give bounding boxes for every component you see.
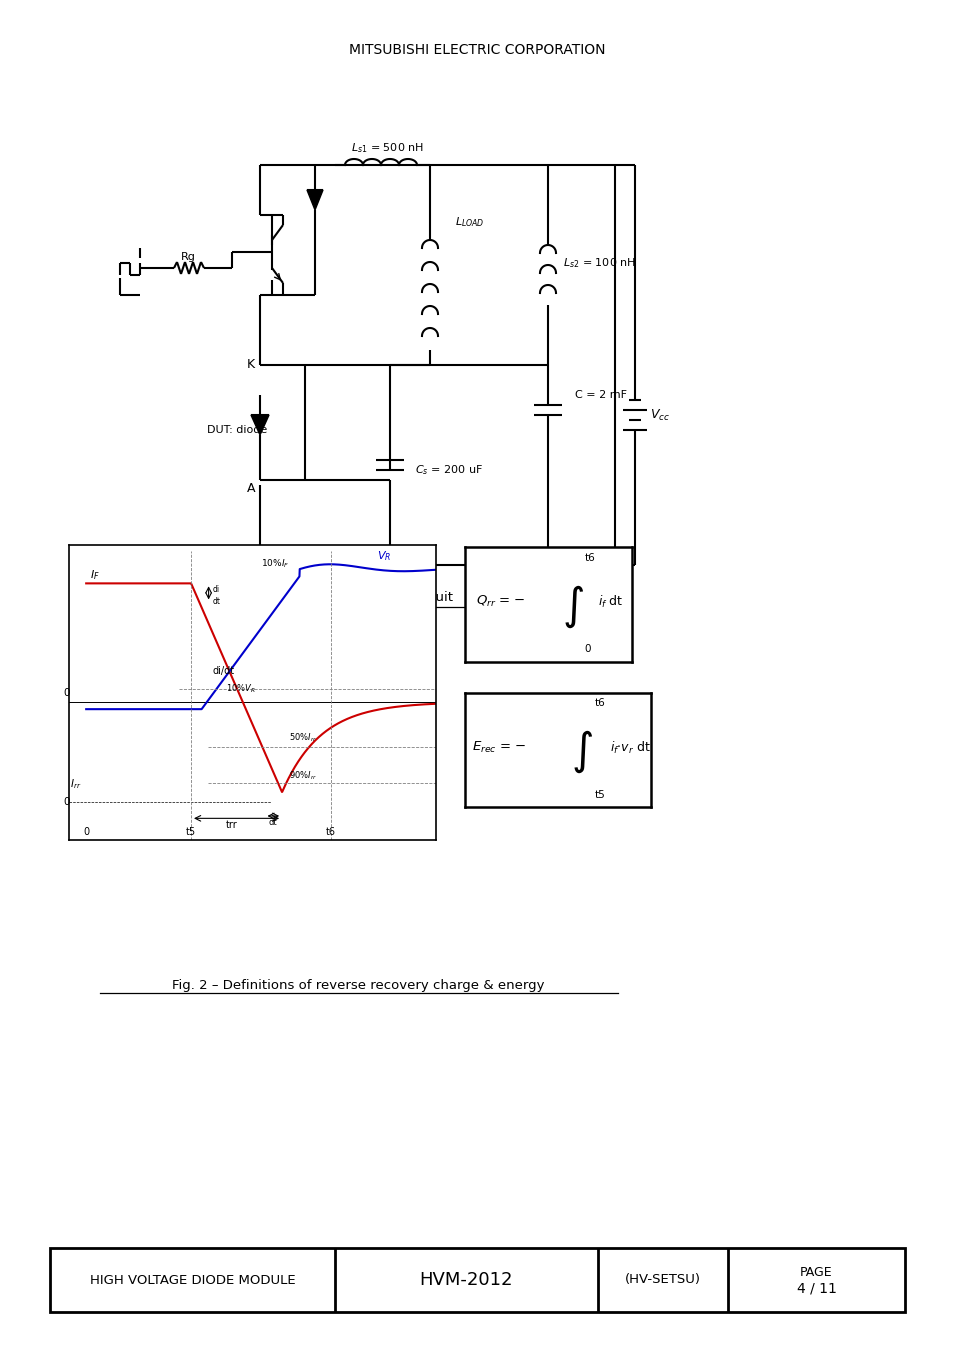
Text: PAGE: PAGE — [800, 1265, 832, 1278]
Text: $Q_{rr}$ = $-$: $Q_{rr}$ = $-$ — [476, 594, 525, 609]
Text: $V_R$: $V_R$ — [376, 549, 391, 563]
Polygon shape — [251, 414, 269, 435]
Text: 50%$I_{rr}$: 50%$I_{rr}$ — [289, 732, 317, 744]
Text: A: A — [246, 482, 254, 494]
Text: $i_f$ dt: $i_f$ dt — [598, 594, 623, 610]
Text: $L_{LOAD}$: $L_{LOAD}$ — [455, 215, 484, 230]
Text: MITSUBISHI ELECTRIC CORPORATION: MITSUBISHI ELECTRIC CORPORATION — [349, 43, 604, 57]
Text: $I_{rr}$: $I_{rr}$ — [71, 778, 82, 791]
Polygon shape — [307, 190, 323, 211]
Text: DUT: diode: DUT: diode — [207, 425, 267, 435]
Text: $V_{cc}$: $V_{cc}$ — [649, 408, 669, 423]
Text: $I_F$: $I_F$ — [90, 568, 99, 582]
Text: t6: t6 — [326, 828, 335, 837]
Text: 10%$I_F$: 10%$I_F$ — [261, 558, 289, 570]
Text: 4 / 11: 4 / 11 — [796, 1281, 836, 1295]
Text: Fig. 1 – Switching test circuit: Fig. 1 – Switching test circuit — [262, 591, 453, 605]
Text: $L_{s2}$ = 100 nH: $L_{s2}$ = 100 nH — [562, 256, 636, 270]
Text: t6: t6 — [594, 698, 605, 709]
Text: $E_{rec}$ = $-$: $E_{rec}$ = $-$ — [472, 740, 526, 755]
Text: 0: 0 — [63, 688, 70, 698]
Text: t5: t5 — [186, 828, 196, 837]
Text: (HV-SETSU): (HV-SETSU) — [624, 1273, 700, 1287]
Text: C = 2 mF: C = 2 mF — [575, 390, 626, 400]
Text: Diode part: reverse recovery: Diode part: reverse recovery — [75, 641, 274, 655]
Text: t6: t6 — [584, 552, 595, 563]
Text: t5: t5 — [594, 790, 605, 801]
Text: $C_s$ = 200 uF: $C_s$ = 200 uF — [415, 463, 482, 477]
Text: $\int$: $\int$ — [561, 583, 583, 629]
Text: 0: 0 — [63, 796, 70, 807]
Text: 0: 0 — [584, 644, 591, 655]
Text: $i_f{\cdot}v_r$ dt: $i_f{\cdot}v_r$ dt — [609, 740, 650, 756]
Bar — [50, 1247, 904, 1312]
Text: 90%$I_{rr}$: 90%$I_{rr}$ — [289, 769, 317, 783]
Text: K: K — [247, 359, 254, 371]
Text: trr: trr — [226, 819, 237, 830]
Text: $\int$: $\int$ — [570, 729, 592, 775]
Text: 10%$V_R$: 10%$V_R$ — [226, 683, 255, 695]
Text: Rg: Rg — [180, 252, 195, 262]
Text: HIGH VOLTAGE DIODE MODULE: HIGH VOLTAGE DIODE MODULE — [90, 1273, 295, 1287]
Text: 0: 0 — [83, 828, 90, 837]
Text: dt: dt — [268, 818, 276, 826]
Text: Fig. 2 – Definitions of reverse recovery charge & energy: Fig. 2 – Definitions of reverse recovery… — [172, 979, 543, 991]
Text: $L_{s1}$ = 500 nH: $L_{s1}$ = 500 nH — [351, 142, 424, 155]
Text: dt: dt — [213, 597, 220, 606]
Text: di: di — [213, 585, 220, 594]
Text: di/dt: di/dt — [212, 666, 234, 675]
Text: HVM-2012: HVM-2012 — [419, 1270, 513, 1289]
